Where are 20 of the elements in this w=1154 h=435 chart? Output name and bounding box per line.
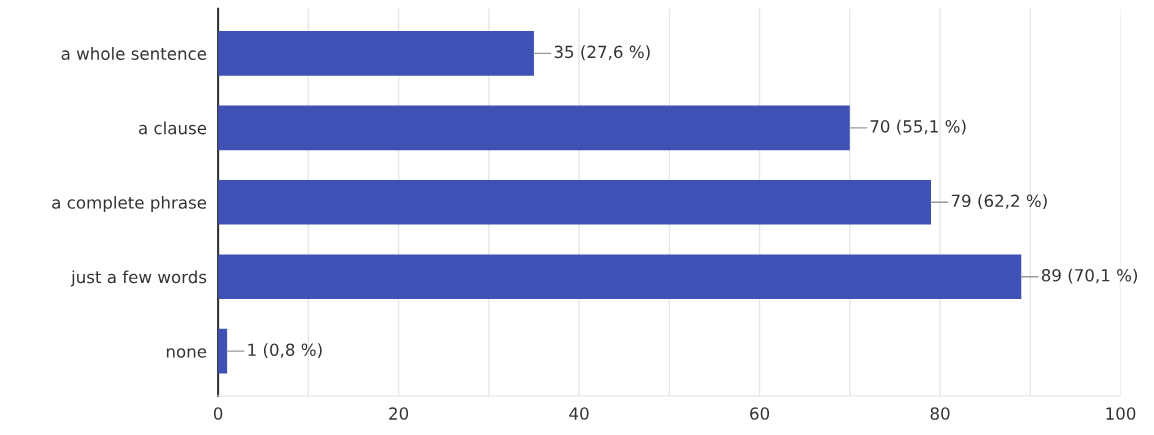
- y-tick-label: just a few words: [70, 270, 207, 287]
- bar: [218, 179, 932, 225]
- data-label: 79 (62,2 %): [951, 194, 1047, 210]
- x-tick-label: 100: [1106, 407, 1136, 420]
- y-tick-label: none: [166, 348, 207, 358]
- x-tick-label: 0: [213, 407, 223, 420]
- data-label: 89 (70,1 %): [1041, 268, 1138, 284]
- data-label: 1 (0,8 %): [248, 343, 322, 358]
- x-tick-label: 20: [389, 407, 409, 420]
- bar: [218, 31, 534, 76]
- data-label: 35 (27,6 %): [554, 45, 650, 61]
- y-tick-label: a whole sentence: [61, 47, 207, 60]
- y-tick-label: a complete phrase: [52, 195, 207, 213]
- x-tick-label: 80: [930, 407, 950, 420]
- y-tick-label: a clause: [138, 121, 207, 135]
- bar: [218, 254, 1022, 300]
- data-label: 70 (55,1 %): [870, 119, 966, 135]
- bar: [218, 105, 850, 151]
- x-tick-label: 40: [569, 407, 589, 420]
- x-tick-label: 60: [750, 407, 770, 420]
